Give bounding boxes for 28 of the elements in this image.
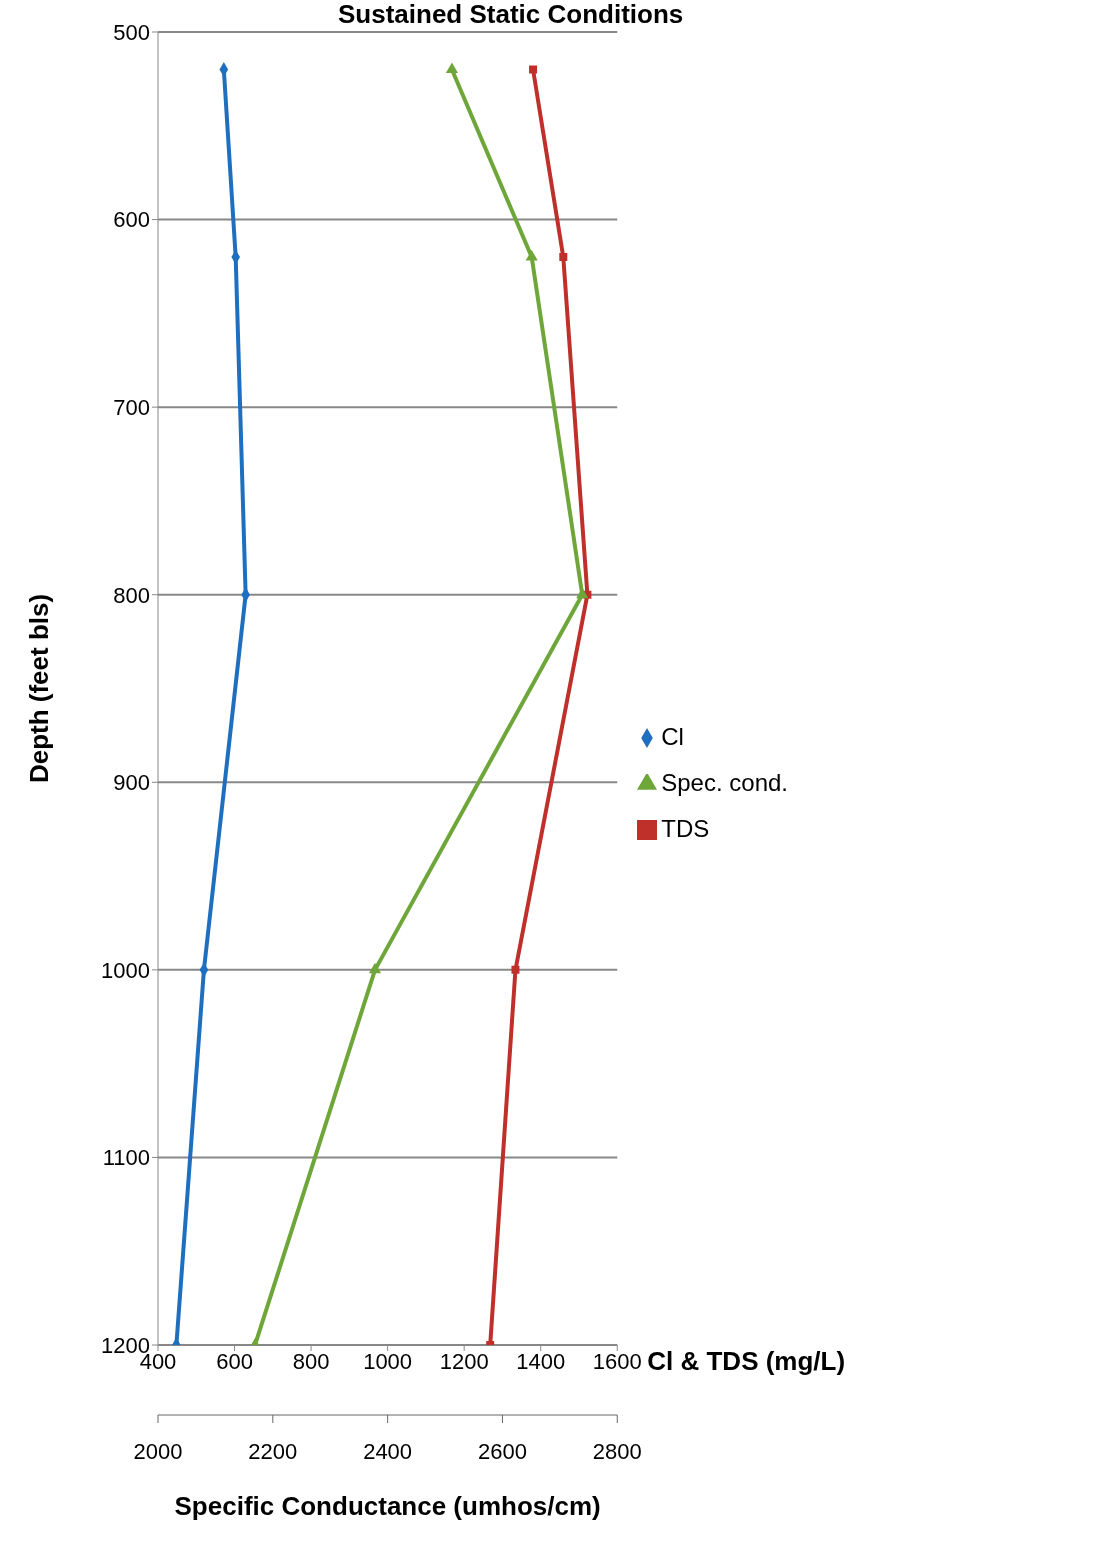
x2-axis-title: Specific Conductance (umhos/cm)	[174, 1491, 601, 1521]
x2-tick-label: 2000	[133, 1438, 183, 1464]
x-tick-label: 1400	[516, 1348, 566, 1374]
x-tick-label: 1000	[363, 1348, 413, 1374]
x-tick-label: 1200	[439, 1348, 489, 1374]
x2-tick-label: 2800	[592, 1438, 642, 1464]
legend-label: TDS	[661, 814, 710, 842]
x-tick-label: 1600	[592, 1348, 642, 1374]
y-tick-label: 900	[113, 770, 150, 796]
y-tick-label: 800	[113, 582, 150, 608]
y-tick-label: 500	[113, 19, 150, 45]
y-axis-title: Depth (feet bls)	[24, 593, 54, 784]
y-tick-label: 600	[113, 207, 150, 233]
x2-tick-label: 2600	[477, 1438, 527, 1464]
y-tick-label: 700	[113, 394, 150, 420]
y-tick-label: 1000	[101, 957, 150, 983]
legend-label: Cl	[661, 722, 684, 750]
legend-label: Spec. cond.	[661, 768, 788, 796]
x-tick-label: 800	[292, 1348, 330, 1374]
x-tick-label: 600	[216, 1348, 253, 1374]
point	[368, 962, 382, 974]
y-tick-label: 1100	[102, 1145, 150, 1171]
point	[445, 62, 458, 74]
chart-title: Sustained Static Conditions	[337, 0, 685, 29]
x-axis-title: Cl & TDS (mg/L)	[647, 1346, 846, 1376]
x2-tick-label: 2200	[248, 1438, 298, 1464]
x2-tick-label: 2400	[363, 1438, 413, 1464]
point	[525, 250, 538, 261]
